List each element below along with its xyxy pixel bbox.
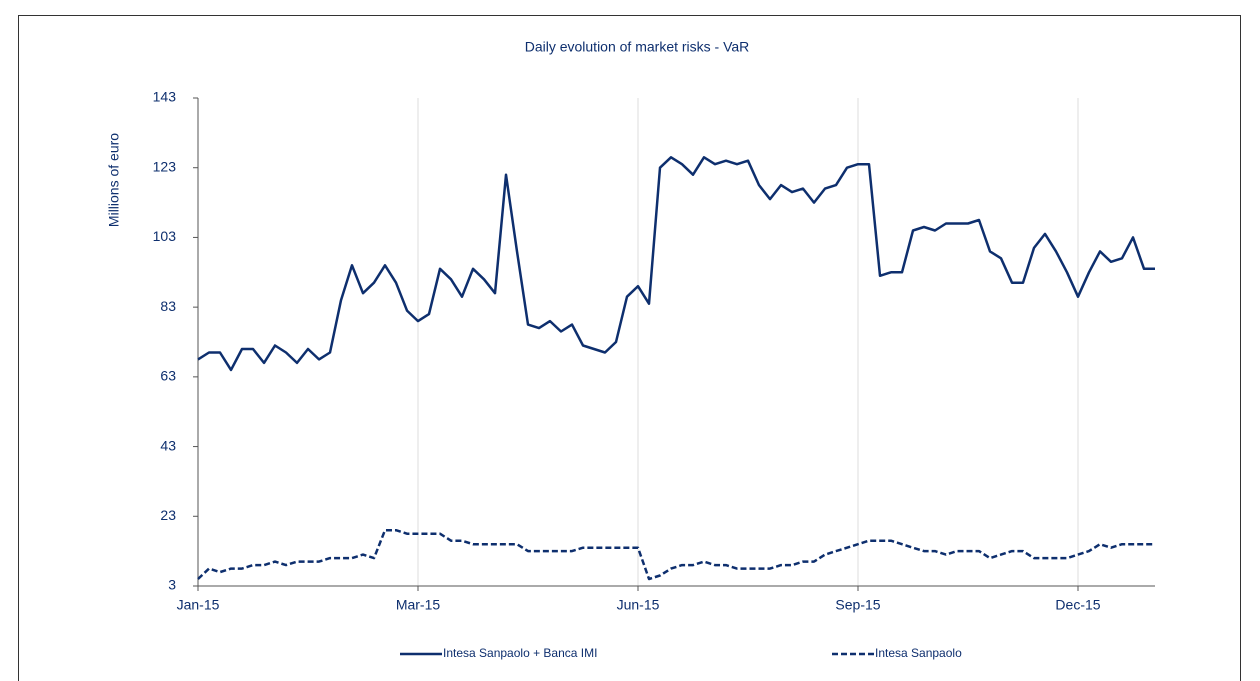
y-tick-label: 83: [160, 298, 176, 314]
y-tick-label: 63: [160, 368, 176, 384]
x-tick-label: Jun-15: [617, 597, 660, 613]
x-tick-label: Jan-15: [177, 597, 220, 613]
chart-title: Daily evolution of market risks - VaR: [525, 39, 750, 55]
x-tick-label: Dec-15: [1055, 597, 1100, 613]
y-axis-label: Millions of euro: [106, 133, 122, 227]
y-tick-label: 123: [153, 158, 177, 174]
y-tick-label: 3: [168, 577, 176, 593]
x-tick-label: Sep-15: [835, 597, 880, 613]
y-tick-label: 23: [160, 507, 176, 523]
series-line: [197, 156, 1155, 372]
legend-label: Intesa Sanpaolo: [875, 646, 962, 660]
y-tick-label: 143: [153, 89, 177, 105]
legend-label: Intesa Sanpaolo + Banca IMI: [443, 646, 597, 660]
y-tick-label: 43: [160, 437, 176, 453]
y-tick-label: 103: [153, 228, 177, 244]
series-line: [197, 528, 1155, 581]
x-tick-label: Mar-15: [396, 597, 441, 613]
chart-frame: [18, 15, 1241, 681]
